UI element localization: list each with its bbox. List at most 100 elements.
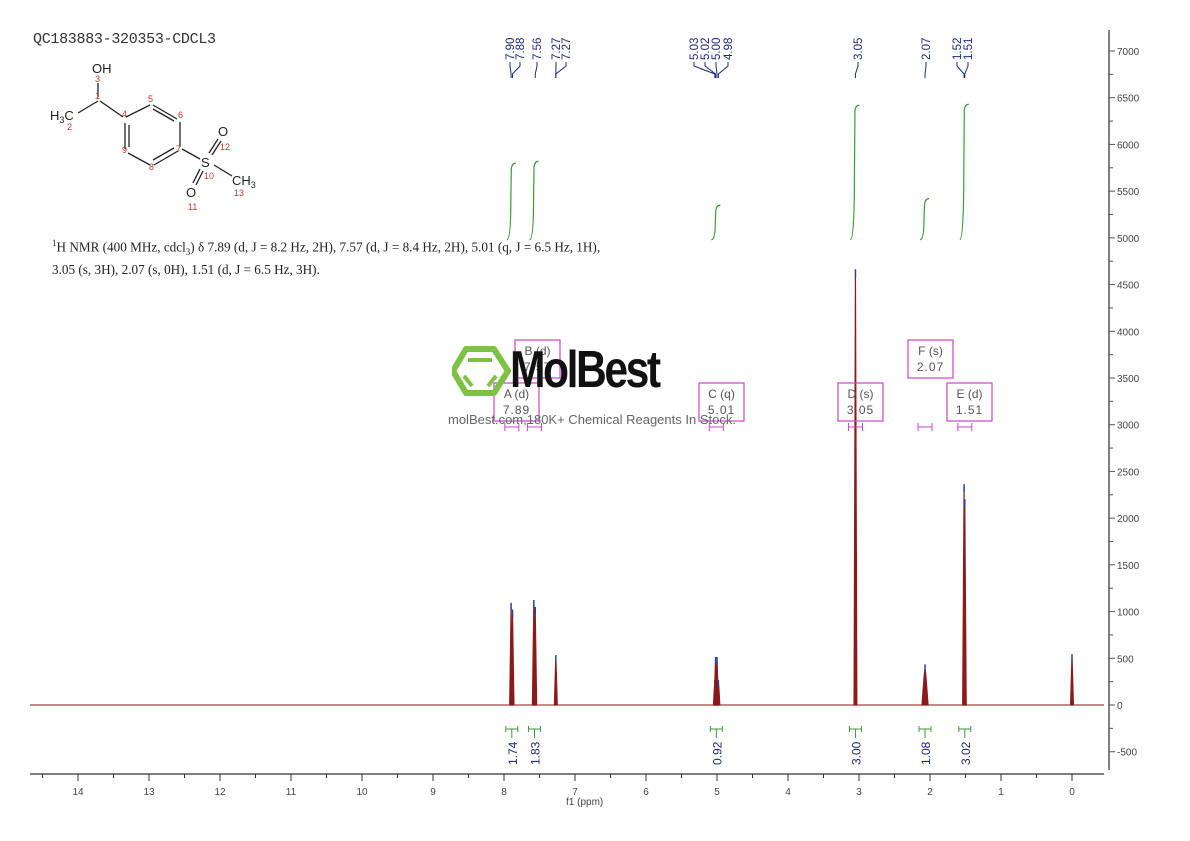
x-tick-label: 13 [143, 787, 155, 798]
integral-value: 1.08 [919, 741, 933, 765]
y-tick-label: 3000 [1117, 421, 1140, 432]
svg-text:4: 4 [122, 109, 127, 119]
multiplet-shift: 2.07 [917, 360, 944, 374]
multiplet-box [698, 382, 745, 422]
svg-text:O: O [186, 185, 196, 200]
x-tick-label: 8 [501, 787, 507, 798]
peak-label: 4.98 [723, 38, 735, 60]
svg-text:11: 11 [188, 202, 197, 212]
y-tick-label: 2000 [1117, 514, 1140, 525]
peak-label: 7.90 [505, 38, 517, 60]
integral-curve [959, 103, 969, 241]
y-tick-label: 6000 [1117, 140, 1140, 151]
y-tick-label: 500 [1117, 654, 1134, 665]
y-tick-label: 5500 [1117, 187, 1140, 198]
molbest-logo-icon [452, 346, 511, 396]
multiplet-shift: 3.05 [847, 403, 874, 417]
x-tick-label: 3 [856, 787, 862, 798]
atom-oh: OH [92, 61, 112, 76]
multiplet-label: F (s) [918, 344, 943, 358]
svg-text:8: 8 [149, 162, 154, 172]
svg-text:2: 2 [67, 122, 72, 132]
x-tick-label: 11 [286, 787, 297, 798]
integral-curve [849, 104, 860, 241]
x-tick-label: 7 [572, 787, 578, 798]
svg-text:6: 6 [178, 110, 183, 120]
x-axis-label: f1 (ppm) [566, 797, 603, 808]
svg-text:O: O [218, 124, 228, 139]
x-tick-label: 2 [927, 787, 933, 798]
nmr-summary: 1H NMR (400 MHz, cdcl3) δ 7.89 (d, J = 8… [52, 238, 601, 278]
x-tick-label: 14 [72, 787, 84, 798]
integral-labels: 1.74 1.83 0.92 3.00 1.08 3.02 [505, 726, 973, 765]
multiplet-shift: 1.51 [956, 403, 983, 417]
y-tick-label: 3500 [1117, 374, 1140, 385]
x-tick-label: 9 [430, 787, 436, 798]
spectrum-trace [30, 269, 1104, 706]
spectrum-peak [921, 668, 929, 706]
multiplet-label: D (s) [848, 387, 874, 401]
integral-value: 0.92 [710, 741, 724, 765]
multiplet-box [907, 339, 954, 379]
multiplet-box [514, 339, 561, 379]
integral-value: 3.00 [849, 741, 863, 765]
integral-curve [919, 198, 930, 241]
y-tick-label: 5000 [1117, 234, 1140, 245]
svg-text:12: 12 [220, 142, 230, 152]
peak-label: 1.52 [952, 38, 964, 60]
y-tick-label: 7000 [1117, 47, 1140, 58]
spectrum-peak [1069, 658, 1075, 706]
integral-curves [506, 103, 969, 241]
spectrum-peak [553, 659, 558, 706]
svg-text:7: 7 [176, 144, 181, 154]
x-tick-label: 4 [785, 787, 791, 798]
integral-curve [506, 162, 516, 241]
peak-label: 5.00 [711, 38, 723, 60]
watermark-brand: MolBest [510, 341, 661, 399]
watermark: MolBest molBest.com,180K+ Chemical Reage… [448, 341, 752, 434]
peak-label: 1.51 [963, 38, 975, 60]
peak-label: 2.07 [921, 38, 933, 60]
x-tick-label: 10 [356, 787, 368, 798]
x-axis-ticks: 14 13 12 11 10 9 8 7 6 5 4 3 2 1 0 [42, 774, 1075, 798]
peak-label: 5.02 [700, 38, 712, 60]
svg-text:13: 13 [234, 188, 244, 198]
multiplet-label: A (d) [504, 387, 529, 401]
y-tick-label: 0 [1117, 701, 1123, 712]
svg-text:10: 10 [204, 171, 214, 181]
multiplet-box [946, 382, 993, 422]
svg-text:H3C: H3C [50, 108, 74, 125]
molecule-structure: OH H3C S O O CH3 3 1 2 4 5 6 7 8 9 10 11… [50, 61, 256, 212]
svg-text:9: 9 [122, 145, 127, 155]
y-tick-label: 4000 [1117, 327, 1140, 338]
integral-value: 1.74 [506, 741, 520, 765]
svg-text:S: S [201, 155, 210, 170]
x-tick-label: 5 [714, 787, 720, 798]
multiplet-box [493, 382, 540, 422]
peak-label: 7.56 [532, 38, 544, 60]
y-tick-label: 1000 [1117, 608, 1140, 619]
integral-value: 3.02 [959, 741, 973, 765]
integral-curve [529, 160, 539, 241]
y-tick-label: 2500 [1117, 467, 1140, 478]
multiplet-box [837, 382, 884, 422]
y-tick-label: 1500 [1117, 561, 1140, 572]
peak-label: 7.27 [561, 38, 573, 60]
multiplet-shift: 7.89 [503, 403, 530, 417]
peak-label: 3.05 [853, 38, 865, 60]
peak-label: 7.88 [515, 38, 527, 60]
x-tick-label: 12 [214, 787, 226, 798]
y-axis-ticks: -500 0 500 1000 1500 2000 2500 3000 3500 4000 4500… [1109, 47, 1140, 759]
watermark-tagline: molBest.com,180K+ Chemical Reagents In S… [448, 412, 736, 427]
y-tick-label: -500 [1117, 748, 1137, 759]
svg-text:1: 1 [95, 91, 100, 101]
x-tick-label: 0 [1069, 787, 1075, 798]
integral-curve [711, 204, 721, 241]
spectrum-peak [853, 274, 858, 706]
svg-text:5: 5 [148, 94, 153, 104]
multiplet-label: E (d) [956, 387, 982, 401]
peak-label: 5.03 [689, 38, 701, 60]
y-tick-label: 4500 [1117, 281, 1140, 292]
sample-title: QC183883-320353-CDCL3 [33, 31, 216, 48]
